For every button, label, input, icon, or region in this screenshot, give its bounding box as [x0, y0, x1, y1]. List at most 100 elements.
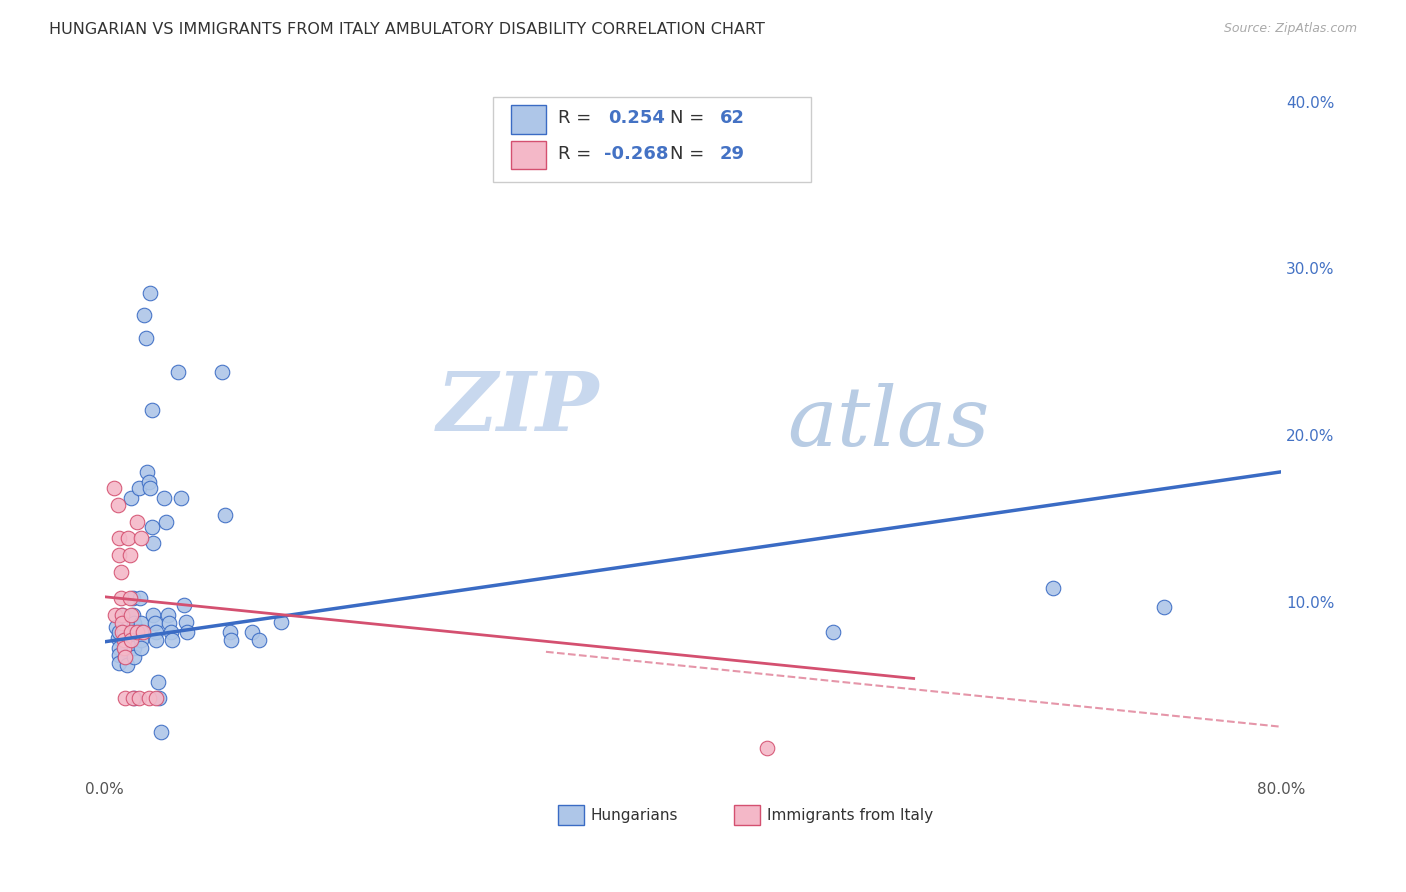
Point [125, 624, 148, 639]
Point [218, 624, 240, 639]
Point [107, 632, 129, 646]
Point [103, 482, 125, 496]
Point [131, 633, 153, 648]
Point [112, 633, 135, 648]
Point [110, 565, 132, 579]
Text: 29: 29 [720, 145, 745, 162]
Point [131, 616, 153, 631]
Point [755, 741, 778, 756]
Point [270, 615, 292, 629]
Point [120, 624, 142, 639]
Point [240, 624, 263, 639]
Point [122, 641, 145, 656]
Point [162, 633, 184, 648]
Point [170, 491, 193, 506]
Point [139, 482, 162, 496]
Point [145, 691, 167, 706]
Point [111, 608, 134, 623]
Point [108, 532, 131, 546]
Text: Immigrants from Italy: Immigrants from Italy [768, 807, 934, 822]
Point [143, 616, 166, 631]
Point [149, 724, 172, 739]
Text: R =: R = [558, 145, 596, 162]
Point [110, 591, 132, 606]
Point [134, 308, 156, 322]
Point [145, 624, 167, 639]
Point [139, 286, 162, 301]
Point [120, 633, 142, 648]
Point [131, 624, 153, 639]
Point [104, 608, 127, 623]
Point [136, 465, 159, 479]
Point [160, 624, 183, 639]
Point [105, 620, 128, 634]
Point [114, 641, 136, 656]
Point [135, 331, 157, 345]
Text: R =: R = [558, 109, 596, 127]
Point [120, 491, 142, 506]
Text: N =: N = [669, 145, 710, 162]
Point [247, 633, 270, 648]
Point [114, 633, 136, 648]
Point [152, 491, 174, 506]
Point [108, 648, 131, 662]
Point [118, 591, 141, 606]
Point [118, 548, 141, 562]
Point [129, 591, 152, 606]
Point [211, 365, 233, 379]
Point [122, 616, 145, 631]
Point [128, 482, 150, 496]
Point [176, 624, 198, 639]
Point [121, 608, 143, 623]
Text: HUNGARIAN VS IMMIGRANTS FROM ITALY AMBULATORY DISABILITY CORRELATION CHART: HUNGARIAN VS IMMIGRANTS FROM ITALY AMBUL… [49, 22, 765, 37]
Point [107, 498, 129, 512]
Point [114, 649, 136, 664]
Point [128, 691, 150, 706]
Point [117, 532, 139, 546]
Point [111, 616, 134, 631]
FancyBboxPatch shape [494, 97, 811, 182]
FancyBboxPatch shape [510, 105, 546, 134]
Point [1042, 582, 1064, 596]
Point [214, 508, 236, 523]
Point [219, 633, 242, 648]
Point [120, 608, 142, 623]
Point [121, 691, 143, 706]
Point [121, 591, 143, 606]
Point [132, 624, 155, 639]
Point [122, 633, 145, 648]
Point [115, 658, 138, 673]
Point [108, 548, 131, 562]
Point [138, 475, 160, 489]
Point [111, 624, 134, 639]
Text: N =: N = [669, 109, 710, 127]
Text: -0.268: -0.268 [603, 145, 668, 162]
Point [156, 608, 179, 623]
Point [173, 598, 195, 612]
Point [108, 641, 131, 656]
Point [145, 633, 167, 648]
Point [142, 536, 165, 550]
Point [131, 641, 153, 656]
Point [138, 691, 160, 706]
Point [108, 624, 131, 639]
Point [142, 608, 165, 623]
Point [821, 624, 844, 639]
Text: Source: ZipAtlas.com: Source: ZipAtlas.com [1223, 22, 1357, 36]
Point [112, 624, 135, 639]
Point [111, 608, 134, 623]
Text: 62: 62 [720, 109, 745, 127]
Point [148, 691, 170, 706]
Point [108, 657, 131, 671]
Point [125, 515, 148, 529]
Point [122, 691, 145, 706]
Point [122, 649, 145, 664]
Point [112, 641, 135, 656]
Text: Hungarians: Hungarians [591, 807, 678, 822]
Point [114, 691, 136, 706]
Point [1153, 599, 1175, 614]
Point [155, 515, 177, 529]
Point [146, 674, 169, 689]
Text: ZIP: ZIP [436, 368, 599, 449]
Point [141, 520, 163, 534]
